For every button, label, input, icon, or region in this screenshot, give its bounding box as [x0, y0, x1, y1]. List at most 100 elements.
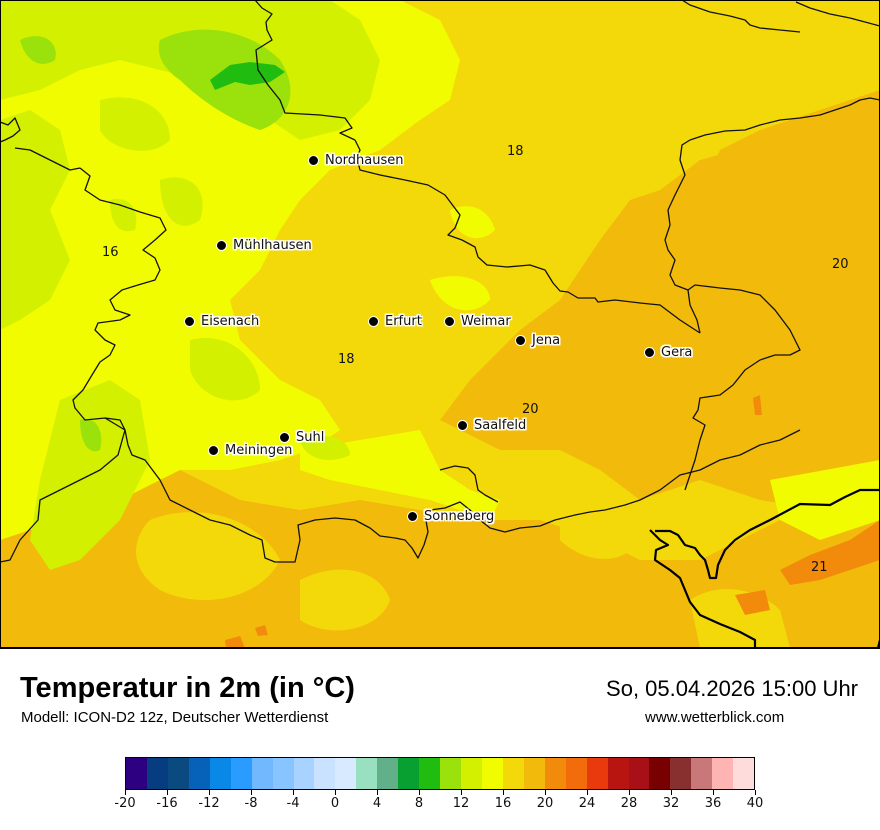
colorbar-tick	[461, 790, 462, 795]
colorbar-segment	[628, 758, 650, 789]
colorbar-tick-label: 16	[494, 796, 512, 811]
colorbar-tick-label: 24	[578, 796, 596, 811]
colorbar-segment	[586, 758, 608, 789]
colorbar-segment	[419, 758, 441, 789]
colorbar-tick-label: 8	[414, 796, 424, 811]
contour-label: 21	[811, 560, 828, 575]
colorbar-tick	[209, 790, 210, 795]
colorbar-tick	[587, 790, 588, 795]
colorbar-segment	[607, 758, 629, 789]
colorbar-segment	[481, 758, 503, 789]
city-dot-icon	[444, 315, 455, 327]
colorbar-segment	[398, 758, 420, 789]
city-label: Erfurt	[385, 313, 422, 329]
city-marker-sonneberg: Sonneberg	[407, 508, 494, 524]
city-label: Nordhausen	[325, 152, 404, 168]
city-marker-jena: Jena	[515, 332, 560, 348]
colorbar-segment	[146, 758, 168, 789]
city-label: Saalfeld	[474, 417, 527, 433]
colorbar-segment	[691, 758, 713, 789]
colorbar-segment	[461, 758, 482, 789]
colorbar-segment	[670, 758, 692, 789]
city-label: Jena	[532, 332, 561, 348]
model-info: Modell: ICON-D2 12z, Deutscher Wetterdie…	[21, 709, 329, 726]
city-dot-icon	[184, 315, 195, 327]
map-field	[0, 0, 880, 648]
colorbar-segment	[523, 758, 545, 789]
city-marker-weimar: Weimar	[444, 313, 511, 329]
city-dot-icon	[279, 431, 290, 443]
city-dot-icon	[644, 346, 655, 358]
city-marker-meiningen: Meiningen	[208, 442, 292, 458]
colorbar-tick-label: -12	[198, 796, 220, 811]
colorbar-tick-label: -20	[114, 796, 136, 811]
temperature-colorbar	[125, 757, 755, 790]
city-dot-icon	[515, 334, 526, 346]
colorbar-segment	[356, 758, 378, 789]
colorbar-segment	[188, 758, 210, 789]
colorbar-tick	[503, 790, 504, 795]
colorbar-tick	[167, 790, 168, 795]
contour-label: 18	[338, 352, 355, 367]
colorbar-tick-label: 40	[746, 796, 764, 811]
city-label: Sonneberg	[424, 508, 495, 524]
city-marker-eisenach: Eisenach	[184, 313, 259, 329]
colorbar-tick-label: 20	[536, 796, 554, 811]
city-label: Gera	[661, 344, 693, 360]
colorbar-segment	[293, 758, 315, 789]
colorbar-tick-label: 28	[620, 796, 638, 811]
colorbar-segment	[544, 758, 566, 789]
colorbar-tick	[713, 790, 714, 795]
colorbar-tick	[377, 790, 378, 795]
colorbar-segment	[733, 758, 755, 789]
city-label: Weimar	[461, 313, 511, 329]
colorbar-tick-label: 0	[330, 796, 340, 811]
colorbar-tick-label: 12	[452, 796, 470, 811]
colorbar-segment	[167, 758, 189, 789]
city-marker-suhl: Suhl	[279, 429, 324, 445]
city-dot-icon	[308, 154, 319, 166]
temperature-map: Nordhausen Mühlhausen Eisenach Erfurt We…	[0, 0, 880, 648]
colorbar-ticks: -20 -16 -12 -8 -4 0 4 8 12 16 20 24 28 32 36 40	[114, 790, 763, 820]
colorbar-tick-label: 32	[662, 796, 680, 811]
city-label: Suhl	[296, 429, 325, 445]
colorbar-tick	[293, 790, 294, 795]
colorbar-segment	[502, 758, 524, 789]
contour-label: 20	[522, 402, 539, 417]
colorbar-tick-label: -16	[156, 796, 178, 811]
colorbar-tick	[419, 790, 420, 795]
colorbar-segment	[209, 758, 231, 789]
city-marker-saalfeld: Saalfeld	[457, 417, 526, 433]
city-dot-icon	[457, 419, 468, 431]
contour-label: 16	[102, 245, 119, 260]
colorbar-tick-label: -4	[286, 796, 300, 811]
colorbar-segment	[377, 758, 399, 789]
colorbar-segment	[649, 758, 671, 789]
colorbar-tick-label: -8	[244, 796, 258, 811]
colorbar-segment	[712, 758, 734, 789]
contour-label: 18	[507, 144, 524, 159]
colorbar-tick	[335, 790, 336, 795]
colorbar-tick	[545, 790, 546, 795]
city-marker-nordhausen: Nordhausen	[308, 152, 404, 168]
city-dot-icon	[407, 510, 418, 522]
website-link[interactable]: www.wetterblick.com	[645, 709, 785, 726]
colorbar-segment	[440, 758, 461, 789]
colorbar-tick	[755, 790, 756, 795]
city-label: Eisenach	[201, 313, 260, 329]
colorbar-segment	[251, 758, 273, 789]
map-title: Temperatur in 2m (in °C)	[20, 672, 355, 704]
city-dot-icon	[216, 239, 227, 251]
colorbar-tick	[629, 790, 630, 795]
colorbar-tick	[251, 790, 252, 795]
map-footer	[0, 648, 880, 830]
colorbar-segment	[314, 758, 336, 789]
colorbar-tick-label: 4	[372, 796, 382, 811]
contour-label: 20	[832, 257, 849, 272]
colorbar-segment	[126, 758, 147, 789]
city-dot-icon	[208, 444, 219, 456]
colorbar-segment	[272, 758, 294, 789]
forecast-datetime: So, 05.04.2026 15:00 Uhr	[606, 676, 858, 701]
city-label: Mühlhausen	[233, 237, 312, 253]
city-marker-gera: Gera	[644, 344, 692, 360]
